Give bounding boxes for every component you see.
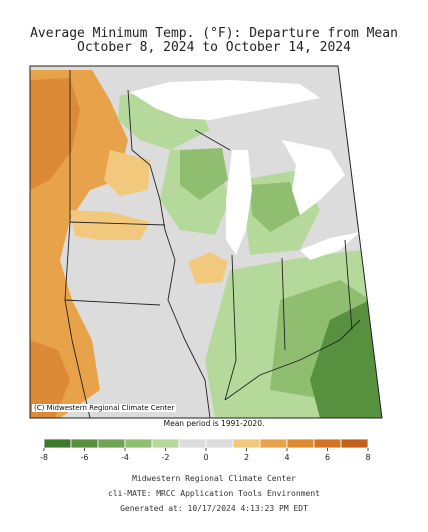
footer-center: Midwestern Regional Climate Center [132, 474, 296, 483]
map-title: Average Minimum Temp. (°F): Departure fr… [30, 26, 398, 41]
lake-erie [300, 232, 360, 260]
legend-tick-label: -8 [40, 453, 48, 462]
cool-region-michigan-mid [250, 182, 300, 232]
legend-swatch [43, 438, 72, 449]
boundary-mn-ia [69, 221, 166, 226]
legend-swatch [340, 438, 369, 449]
map-frame [29, 65, 383, 419]
state-boundaries [64, 70, 361, 418]
footer-tool: cli-MATE: MRCC Application Tools Environ… [108, 489, 320, 498]
legend-swatch [70, 438, 99, 449]
warm-region-iowa [70, 210, 150, 240]
legend-swatch [259, 438, 288, 449]
legend-swatch [232, 438, 261, 449]
cool-region-wi-mid [180, 148, 228, 200]
legend-swatch [286, 438, 315, 449]
warm-region-illinois [188, 252, 228, 284]
legend-swatch [151, 438, 180, 449]
boundary-mississippi [164, 229, 211, 418]
boundary-il-in [224, 254, 237, 401]
boundary-ky [224, 319, 361, 401]
legend-swatch [178, 438, 207, 449]
credit-label: (C) Midwestern Regional Climate Center [32, 404, 177, 412]
lake-superior [130, 80, 320, 120]
warm-region-sw-strong [30, 340, 70, 418]
lake-michigan [226, 150, 252, 255]
boundary-in-oh [281, 257, 286, 351]
legend-tick-label: -2 [162, 453, 170, 462]
lake-huron [282, 140, 345, 215]
legend-swatch [124, 438, 153, 449]
boundary-wi-mi [194, 129, 231, 151]
warm-region-mn [104, 150, 150, 196]
legend-swatch [97, 438, 126, 449]
legend: -8 -6 -4 -2 0 2 4 6 8 [40, 438, 371, 462]
warm-region-west-strong [30, 78, 80, 190]
map-date-range: October 8, 2024 to October 14, 2024 [77, 40, 351, 55]
legend-swatch [313, 438, 342, 449]
boundary-oh-pa [344, 239, 353, 331]
legend-tick-label: 8 [365, 453, 370, 462]
legend-tick-label: 6 [325, 453, 330, 462]
legend-swatch [205, 438, 234, 449]
boundary-ia-mo [64, 299, 161, 306]
legend-tick-label: -4 [121, 453, 129, 462]
legend-tick-label: 0 [203, 453, 208, 462]
boundary-west [64, 70, 91, 418]
cool-region-east-strong [310, 300, 382, 418]
boundary-mn-wi [127, 89, 166, 231]
legend-tick-label: 2 [244, 453, 249, 462]
legend-tick-label: -6 [81, 453, 89, 462]
mean-period-label: Mean period is 1991-2020. [163, 419, 265, 428]
footer-generated: Generated at: 10/17/2024 4:13:23 PM EDT [120, 504, 308, 513]
legend-tick-label: 4 [284, 453, 289, 462]
